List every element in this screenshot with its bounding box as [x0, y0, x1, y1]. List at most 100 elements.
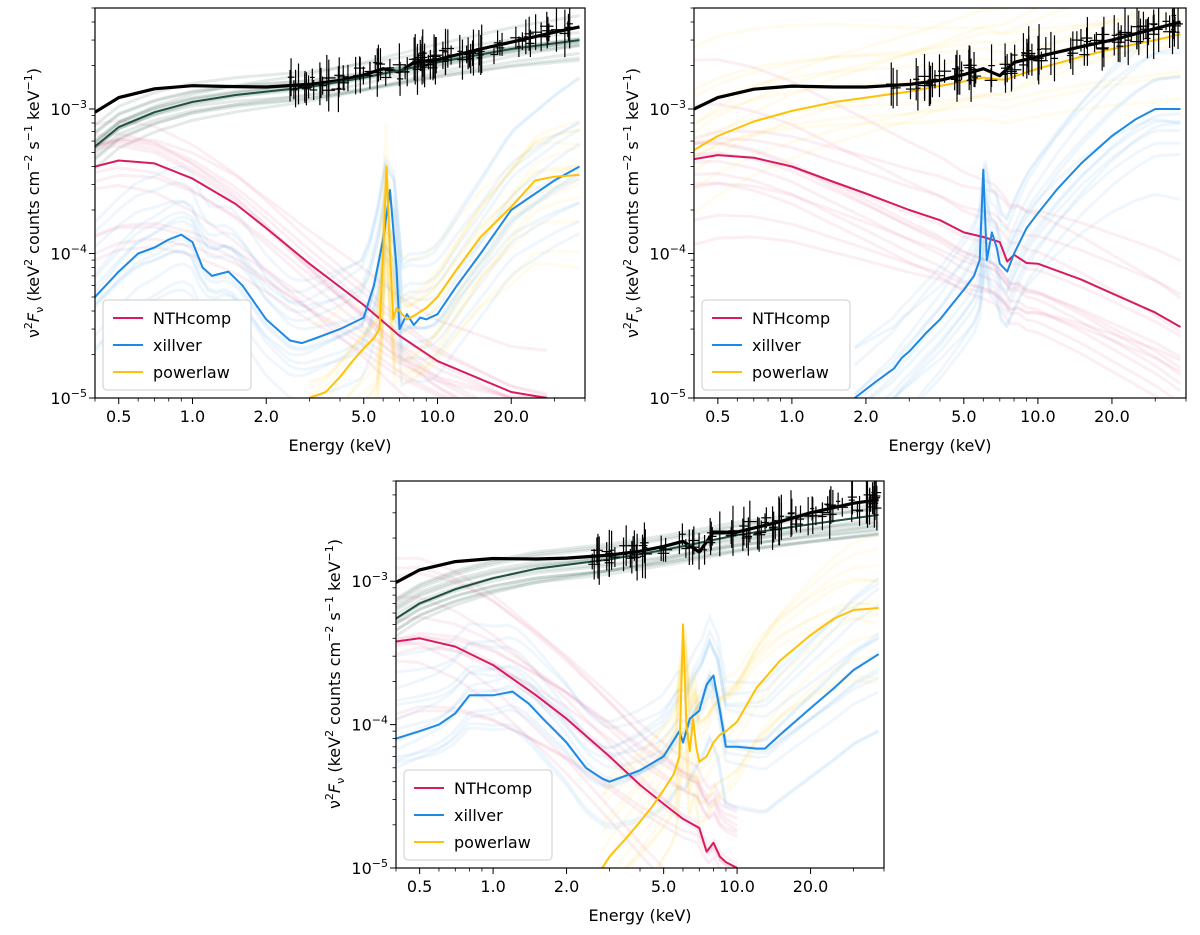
y-tick-label: 10−4 [351, 714, 388, 735]
uncertainty-band-total-model [95, 43, 580, 134]
uncertainty-band-nthcomp [694, 151, 1182, 370]
uncertainty-band-nthcomp [694, 213, 1182, 373]
uncertainty-band-xillver [868, 119, 1181, 398]
uncertainty-band-powerlaw [654, 653, 879, 868]
legend-box [701, 299, 851, 391]
uncertainty-band-powerlaw [656, 632, 879, 868]
x-tick-label: 10.0 [420, 407, 456, 426]
uncertainty-band-powerlaw [601, 533, 880, 868]
legend-label-nthcomp: NTHcomp [752, 309, 830, 328]
uncertainty-band-xillver [396, 726, 880, 830]
uncertainty-band-nthcomp [95, 166, 464, 398]
y-axis-label: ν2Fν (keV2 counts cm−2 s−1 keV−1) [621, 68, 645, 338]
x-tick-label: 0.5 [407, 877, 432, 896]
uncertainty-band-xillver [853, 118, 1181, 350]
uncertainty-band-nthcomp [95, 137, 548, 396]
uncertainty-band-xillver [891, 112, 1181, 398]
uncertainty-band-xillver [893, 141, 1181, 398]
uncertainty-band-xillver [853, 21, 1181, 397]
y-tick-label: 10−3 [649, 98, 686, 119]
uncertainty-band-powerlaw [325, 118, 580, 398]
uncertainty-band-nthcomp [396, 595, 732, 868]
uncertainty-band-nthcomp [396, 641, 737, 868]
uncertainty-band-powerlaw [373, 195, 580, 398]
uncertainty-band-xillver [396, 581, 880, 723]
uncertainty-band-powerlaw [694, 8, 1157, 173]
uncertainty-band-xillver [396, 667, 880, 784]
uncertainty-band-xillver [95, 170, 581, 378]
uncertainty-band-xillver [95, 121, 581, 283]
uncertainty-band-xillver [866, 74, 1181, 398]
uncertainty-band-nthcomp [95, 245, 453, 398]
x-tick-label: 2.0 [554, 877, 579, 896]
uncertainty-band-xillver [396, 603, 880, 749]
uncertainty-band-xillver [95, 173, 581, 352]
uncertainty-band-nthcomp [694, 129, 1182, 263]
x-tick-label: 5.0 [951, 407, 976, 426]
legend-label-nthcomp: NTHcomp [153, 309, 231, 328]
uncertainty-band-xillver [396, 671, 880, 781]
uncertainty-band-powerlaw [694, 8, 1011, 127]
x-tick-label: 20.0 [1094, 407, 1130, 426]
uncertainty-band-nthcomp [694, 58, 1182, 300]
uncertainty-band-total-model [95, 56, 580, 155]
uncertainty-band-total-model [95, 14, 580, 145]
uncertainty-band-powerlaw [623, 613, 879, 868]
uncertainty-band-powerlaw [308, 127, 580, 397]
uncertainty-band-nthcomp [95, 221, 548, 398]
uncertainty-band-xillver [396, 622, 880, 730]
uncertainty-band-nthcomp [95, 132, 460, 398]
uncertainty-band-nthcomp [95, 225, 458, 398]
uncertainty-band-powerlaw [601, 606, 879, 788]
uncertainty-band-xillver [892, 193, 1181, 398]
uncertainty-band-nthcomp [694, 137, 1182, 296]
uncertainty-band-powerlaw [694, 25, 1181, 92]
y-tick-label: 10−3 [50, 98, 87, 119]
y-tick-label: 10−5 [649, 387, 686, 408]
uncertainty-band-nthcomp [396, 615, 738, 838]
y-tick-label: 10−4 [649, 243, 686, 264]
series-line-total-model [95, 39, 580, 148]
series-line-powerlaw [309, 165, 580, 398]
uncertainty-band-nthcomp [694, 159, 1182, 393]
uncertainty-band-nthcomp [694, 172, 1176, 398]
y-tick-label: 10−5 [50, 387, 87, 408]
uncertainty-band-powerlaw [601, 616, 879, 798]
uncertainty-band-nthcomp [694, 140, 1182, 377]
uncertainty-band-xillver [396, 722, 880, 827]
uncertainty-band-nthcomp [95, 137, 548, 352]
uncertainty-band-xillver [95, 199, 581, 332]
panel-top-left: 0.5 1.0 2.0 5.0 10.0 20.0 10−3 10−4 10−5 NTHcomp… [22, 7, 586, 455]
legend-box [102, 299, 252, 391]
x-axis-label: Energy (keV) [288, 436, 391, 455]
uncertainty-band-xillver [919, 152, 1181, 398]
uncertainty-band-nthcomp [396, 709, 738, 868]
uncertainty-band-xillver [95, 120, 581, 314]
uncertainty-band-powerlaw [626, 674, 879, 868]
panel-bottom: 0.5 1.0 2.0 5.0 10.0 20.0 10−3 10−4 10−5 NTHcomp… [323, 480, 885, 925]
uncertainty-band-nthcomp [396, 565, 738, 827]
legend-box [403, 769, 553, 861]
uncertainty-band-powerlaw [369, 242, 580, 398]
uncertainty-band-nthcomp [396, 646, 738, 834]
uncertainty-band-powerlaw [623, 679, 879, 868]
uncertainty-band-nthcomp [694, 102, 1182, 334]
uncertainty-band-nthcomp [396, 636, 738, 814]
uncertainty-band-powerlaw [345, 145, 580, 398]
uncertainty-band-xillver [396, 632, 880, 789]
uncertainty-band-powerlaw [600, 563, 879, 835]
uncertainty-band-nthcomp [95, 118, 548, 398]
uncertainty-band-xillver [858, 45, 1181, 398]
uncertainty-band-nthcomp [95, 139, 515, 398]
x-tick-label: 0.5 [106, 407, 131, 426]
x-tick-label: 1.0 [480, 877, 505, 896]
uncertainty-band-nthcomp [396, 659, 656, 868]
x-tick-label: 1.0 [180, 407, 205, 426]
uncertainty-band-powerlaw [694, 97, 1181, 158]
uncertainty-band-nthcomp [694, 181, 1182, 359]
uncertainty-band-total-model [95, 58, 580, 148]
uncertainty-band-powerlaw [309, 123, 580, 327]
x-axis-label: Energy (keV) [888, 436, 991, 455]
series-line-nthcomp [95, 159, 548, 398]
y-tick-label: 10−3 [351, 570, 388, 591]
